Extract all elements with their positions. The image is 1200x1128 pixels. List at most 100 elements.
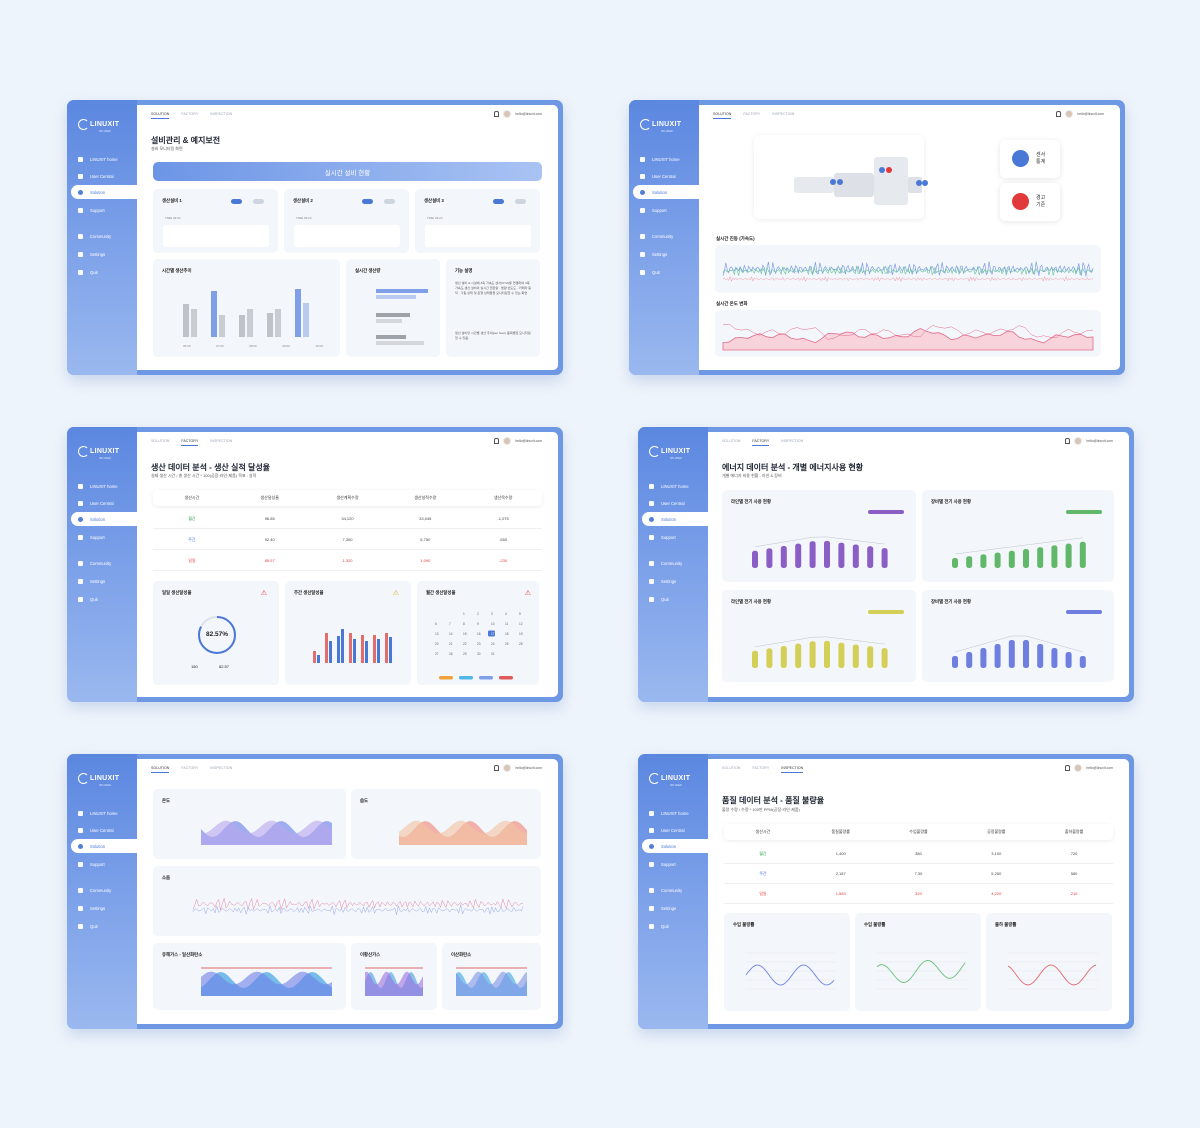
nav-support[interactable]: Support (67, 530, 137, 544)
user-info[interactable]: hello@linuxit.com (494, 110, 542, 118)
tab-factory[interactable]: FACTORY (181, 112, 199, 116)
bell-icon[interactable] (1065, 438, 1071, 444)
nav-solution[interactable]: Solution (71, 839, 137, 853)
bell-icon[interactable] (1056, 111, 1062, 117)
nav-user-central[interactable]: User Central (67, 823, 137, 837)
user-info[interactable]: hello@linuxit.com (1056, 110, 1104, 118)
bell-icon[interactable] (494, 111, 500, 117)
toggle[interactable] (384, 199, 395, 204)
gear-icon (78, 905, 83, 911)
nav-solution[interactable]: Solution (642, 512, 708, 526)
logo-sub: SPLUNED (99, 784, 111, 787)
nav-user-central[interactable]: User Central (629, 169, 699, 183)
tab-solution[interactable]: SOLUTION (151, 439, 170, 443)
nav-solution[interactable]: Solution (633, 185, 699, 199)
home-icon (649, 483, 654, 489)
user-info[interactable]: hello@linuxit.com (1065, 437, 1113, 445)
energy-bar (952, 558, 958, 568)
toggle[interactable] (231, 199, 242, 204)
nav-solution[interactable]: Solution (71, 512, 137, 526)
tab-inspection[interactable]: INSPECTION (781, 439, 804, 443)
nav-user-central[interactable]: User Central (638, 496, 708, 510)
nav-quit[interactable]: Quit (67, 265, 137, 279)
nav-support[interactable]: Support (629, 203, 699, 217)
nav-home[interactable]: LINUXIT home (629, 152, 699, 166)
nav-settings[interactable]: Settings (629, 247, 699, 261)
daily-value: 82.57% (205, 631, 229, 638)
nav-home[interactable]: LINUXIT home (638, 806, 708, 820)
nav-quit[interactable]: Quit (629, 265, 699, 279)
table-row: 주간 2,187 7,30 5,250 580 (724, 864, 1113, 884)
sidebar: LINUXIT SPLUNED LINUXIT home User Centra… (638, 754, 708, 1029)
nav-settings[interactable]: Settings (67, 247, 137, 261)
tab-solution[interactable]: SOLUTION (151, 764, 170, 773)
energy-bar (780, 646, 787, 668)
nav-quit[interactable]: Quit (67, 919, 137, 933)
bell-icon[interactable] (494, 765, 500, 771)
nav-community[interactable]: Community (67, 556, 137, 570)
nav-community[interactable]: Community (638, 883, 708, 897)
tab-solution[interactable]: SOLUTION (722, 766, 741, 770)
monthly-rate-card: 월간 생산달성율 ⚠ 1 2 3 4 5 6 7 8 9 10 11 12 13 14 15 16 17 18 19… (417, 581, 539, 685)
avatar[interactable] (503, 110, 512, 118)
nav-support[interactable]: Support (638, 857, 708, 871)
tab-inspection[interactable]: INSPECTION (210, 439, 233, 443)
avatar[interactable] (1074, 764, 1083, 772)
page-subtitle: 개별 에너지 비용 현황 - 라인 & 장비 (722, 473, 782, 478)
tab-inspection[interactable]: INSPECTION (781, 764, 804, 773)
nav-solution[interactable]: Solution (642, 839, 708, 853)
nav-settings[interactable]: Settings (638, 901, 708, 915)
tab-solution[interactable]: SOLUTION (151, 110, 170, 119)
nav-home[interactable]: LINUXIT home (638, 479, 708, 493)
avatar[interactable] (1074, 437, 1083, 445)
avatar[interactable] (503, 764, 512, 772)
nav-community[interactable]: Community (67, 229, 137, 243)
tab-inspection[interactable]: INSPECTION (772, 112, 795, 116)
bell-icon[interactable] (1065, 765, 1071, 771)
nav-quit[interactable]: Quit (638, 919, 708, 933)
nav-community[interactable]: Community (629, 229, 699, 243)
nav-community[interactable]: Community (67, 883, 137, 897)
nav-user-central[interactable]: User Central (638, 823, 708, 837)
energy-bar (824, 640, 830, 668)
nav-support[interactable]: Support (67, 857, 137, 871)
nav-quit[interactable]: Quit (67, 592, 137, 606)
nav-quit[interactable]: Quit (638, 592, 708, 606)
tab-inspection[interactable]: INSPECTION (210, 112, 233, 116)
bell-icon[interactable] (494, 438, 500, 444)
toggle[interactable] (362, 199, 373, 204)
nav-support[interactable]: Support (638, 530, 708, 544)
nav-user-central[interactable]: User Central (67, 496, 137, 510)
nav-home[interactable]: LINUXIT home (67, 806, 137, 820)
avatar[interactable] (503, 437, 512, 445)
nav-home[interactable]: LINUXIT home (67, 479, 137, 493)
nav-settings[interactable]: Settings (67, 574, 137, 588)
tab-solution[interactable]: SOLUTION (713, 110, 732, 119)
nav-user-central[interactable]: User Central (67, 169, 137, 183)
tab-inspection[interactable]: INSPECTION (210, 766, 233, 770)
nav-community[interactable]: Community (638, 556, 708, 570)
user-info[interactable]: hello@linuxit.com (1065, 764, 1113, 772)
user-info[interactable]: hello@linuxit.com (494, 437, 542, 445)
toggle[interactable] (493, 199, 504, 204)
tab-factory[interactable]: FACTORY (181, 766, 199, 770)
nav-solution[interactable]: Solution (71, 185, 137, 199)
avatar[interactable] (1065, 110, 1074, 118)
warning-card[interactable]: 경고 기준 (1000, 183, 1060, 221)
nav-home[interactable]: LINUXIT home (67, 152, 137, 166)
nav-settings[interactable]: Settings (638, 574, 708, 588)
toggle[interactable] (515, 199, 526, 204)
nav-support[interactable]: Support (67, 203, 137, 217)
tab-factory[interactable]: FACTORY (752, 437, 770, 446)
energy-bar (952, 656, 958, 668)
tab-solution[interactable]: SOLUTION (722, 439, 741, 443)
sensor-status-card[interactable]: 센서 통계 (1000, 140, 1060, 178)
tab-factory[interactable]: FACTORY (752, 766, 770, 770)
user-info[interactable]: hello@linuxit.com (494, 764, 542, 772)
tab-factory[interactable]: FACTORY (743, 112, 761, 116)
energy-bar (795, 543, 802, 568)
tab-factory[interactable]: FACTORY (181, 437, 199, 446)
toggle[interactable] (253, 199, 264, 204)
nav-settings[interactable]: Settings (67, 901, 137, 915)
